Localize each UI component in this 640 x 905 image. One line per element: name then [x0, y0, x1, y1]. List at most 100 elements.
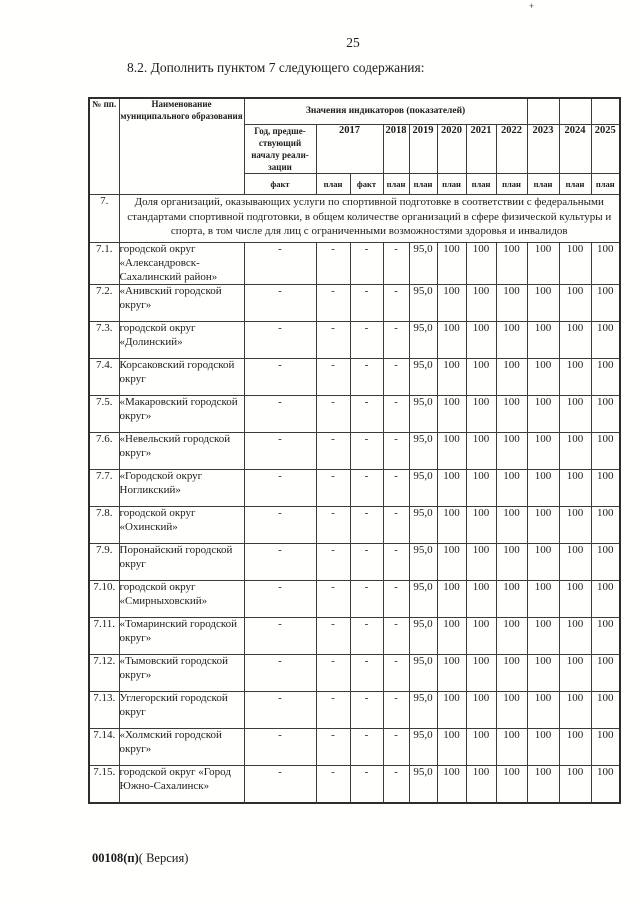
value-cell-9: 100 [558, 580, 592, 619]
value-cell-8: 100 [526, 432, 560, 471]
value-cell-5: 100 [436, 654, 467, 693]
value-cell-2: - [349, 432, 384, 471]
value-cell-10: 100 [590, 358, 621, 397]
year-header-2024: 2024 [558, 123, 592, 175]
value-cell-10: 100 [590, 432, 621, 471]
table-row: 7.2. «Анивский городской округ» - - - -95,0 10… [88, 284, 621, 323]
value-cell-9: 100 [558, 765, 592, 804]
table-row: 7.8. городской округ «Охинский» - - - -95,0 10… [88, 506, 621, 545]
row-number: 7.15. [88, 765, 120, 804]
table-row: 7.13. Углегорский городской округ - - - -95,0… [88, 691, 621, 730]
value-cell-6: 100 [465, 358, 497, 397]
value-cell-4: 95,0 [408, 395, 438, 434]
value-cell-9: 100 [558, 506, 592, 545]
value-cell-6: 100 [465, 469, 497, 508]
value-cell-5: 100 [436, 506, 467, 545]
value-cell-9: 100 [558, 358, 592, 397]
municipality-name: городской округ «Охинский» [118, 506, 245, 545]
table-row: 7.6. «Невельский городской округ» - - - -95,0… [88, 432, 621, 471]
value-cell-2: - [349, 242, 384, 286]
value-cell-9: 100 [558, 432, 592, 471]
value-cell-0: - [243, 728, 317, 767]
value-cell-1: - [315, 321, 351, 360]
value-cell-10: 100 [590, 321, 621, 360]
value-cell-1: - [315, 284, 351, 323]
value-cell-1: - [315, 432, 351, 471]
indicators-table: № пп. Наименование муниципального образо… [88, 97, 622, 804]
value-cell-5: 100 [436, 242, 467, 286]
value-cell-5: 100 [436, 765, 467, 804]
value-cell-1: - [315, 242, 351, 286]
value-cell-10: 100 [590, 728, 621, 767]
value-cell-3: - [382, 321, 410, 360]
document-code-number: 00108(п) [92, 851, 139, 865]
value-cell-4: 95,0 [408, 469, 438, 508]
value-cell-9: 100 [558, 321, 592, 360]
value-cell-7: 100 [495, 469, 528, 508]
municipality-name: «Тымовский городской округ» [118, 654, 245, 693]
document-code: 00108(п)( Версия) [92, 851, 188, 866]
value-cell-9: 100 [558, 543, 592, 582]
year-header-2017: 2017 [315, 123, 384, 175]
municipality-name: «Невельский городской округ» [118, 432, 245, 471]
value-cell-0: - [243, 242, 317, 286]
value-cell-1: - [315, 358, 351, 397]
page-number: 25 [346, 35, 360, 50]
value-cell-0: - [243, 654, 317, 693]
value-cell-8: 100 [526, 617, 560, 656]
value-cell-2: - [349, 654, 384, 693]
value-cell-3: - [382, 617, 410, 656]
value-cell-1: - [315, 617, 351, 656]
value-cell-0: - [243, 284, 317, 323]
value-cell-3: - [382, 469, 410, 508]
value-cell-7: 100 [495, 358, 528, 397]
value-cell-10: 100 [590, 580, 621, 619]
value-cell-10: 100 [590, 543, 621, 582]
value-cell-3: - [382, 765, 410, 804]
value-cell-7: 100 [495, 284, 528, 323]
scan-artifact: + [529, 1, 534, 11]
value-cell-4: 95,0 [408, 654, 438, 693]
value-cell-0: - [243, 765, 317, 804]
row-number: 7.2. [88, 284, 120, 323]
value-cell-7: 100 [495, 728, 528, 767]
document-code-version: ( Версия) [138, 851, 189, 865]
municipality-name: городской округ «Город Южно-Сахалинск» [118, 765, 245, 804]
value-cell-8: 100 [526, 765, 560, 804]
value-cell-8: 100 [526, 469, 560, 508]
value-cell-8: 100 [526, 580, 560, 619]
value-cell-2: - [349, 469, 384, 508]
value-cell-4: 95,0 [408, 543, 438, 582]
table-row: 7.11. «Томаринский городской округ» - - - -95… [88, 617, 621, 656]
year-header-2022: 2022 [495, 123, 528, 175]
col-header-num: № пп. [88, 97, 120, 196]
section-row-text: Доля организаций, оказывающих услуги по … [118, 194, 621, 244]
table-row: 7.5. «Макаровский городской округ» - - - -95,… [88, 395, 621, 434]
value-cell-5: 100 [436, 543, 467, 582]
value-cell-9: 100 [558, 395, 592, 434]
municipality-name: городской округ «Долинский» [118, 321, 245, 360]
value-cell-0: - [243, 321, 317, 360]
value-cell-6: 100 [465, 432, 497, 471]
value-cell-5: 100 [436, 728, 467, 767]
value-cell-4: 95,0 [408, 691, 438, 730]
value-cell-7: 100 [495, 617, 528, 656]
value-cell-7: 100 [495, 242, 528, 286]
value-cell-0: - [243, 691, 317, 730]
year-header-2025: 2025 [590, 123, 621, 175]
row-number: 7.9. [88, 543, 120, 582]
value-cell-1: - [315, 469, 351, 508]
value-cell-4: 95,0 [408, 728, 438, 767]
value-cell-9: 100 [558, 654, 592, 693]
value-cell-6: 100 [465, 321, 497, 360]
value-cell-8: 100 [526, 395, 560, 434]
col-header-spacer-2024 [558, 97, 592, 125]
value-cell-1: - [315, 728, 351, 767]
value-cell-2: - [349, 765, 384, 804]
municipality-name: Корсаковский городской округ [118, 358, 245, 397]
value-cell-2: - [349, 284, 384, 323]
value-cell-0: - [243, 617, 317, 656]
value-cell-5: 100 [436, 321, 467, 360]
value-cell-1: - [315, 580, 351, 619]
value-cell-10: 100 [590, 469, 621, 508]
